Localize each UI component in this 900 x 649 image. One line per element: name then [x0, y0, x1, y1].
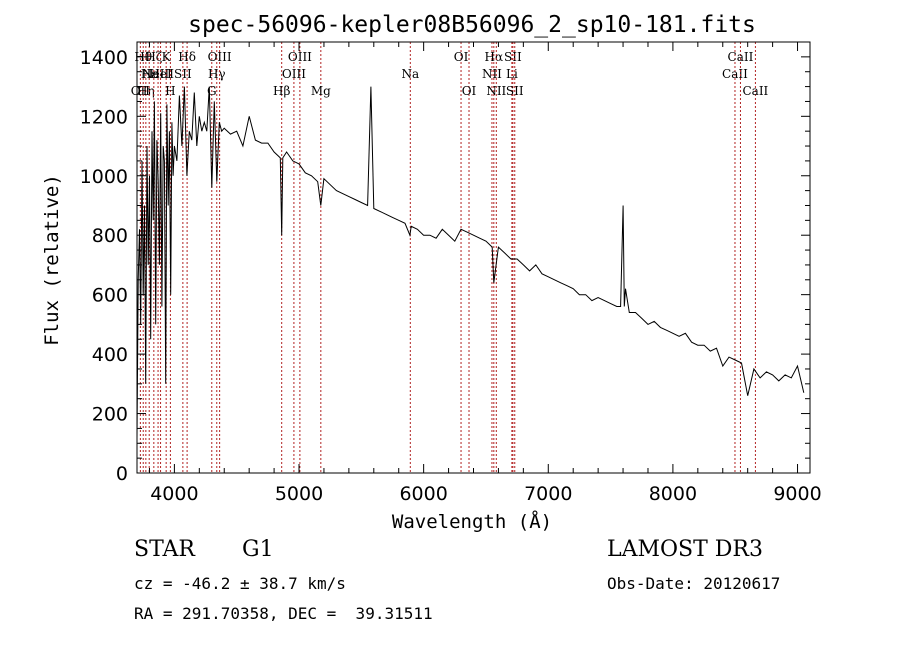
x-tick-label: 5000 [275, 483, 323, 505]
spectral-line-label: Li [506, 67, 518, 81]
spectral-line-markers: OIIHθHηHεHζNeIIIHeIKHSIIHδGHγOIIIHβOIIIO… [131, 42, 769, 473]
y-tick-label: 800 [92, 225, 128, 247]
spectral-line-label: OIII [288, 50, 312, 64]
spectral-line-label: K [162, 50, 172, 64]
y-tick-label: 600 [92, 285, 128, 307]
x-tick-label: 9000 [773, 483, 821, 505]
spectral-line-label: OI [454, 50, 469, 64]
spectral-line-label: Hβ [273, 84, 290, 98]
x-axis-label: Wavelength (Å) [392, 510, 552, 533]
y-tick-label: 200 [92, 404, 128, 426]
coordinates: RA = 291.70358, DEC = 39.31511 [134, 604, 433, 623]
x-tick-label: 6000 [399, 483, 447, 505]
y-axis: 0 200 400 600 800 1000 1200 1400 [80, 47, 810, 485]
spectral-line-label: NII [486, 84, 506, 98]
y-tick-label: 0 [116, 463, 128, 485]
x-tick-label: 8000 [649, 483, 697, 505]
spectrum-chart: spec-56096-kepler08B56096_2_sp10-181.fit… [41, 12, 822, 533]
spectral-line-label: OI [462, 84, 477, 98]
x-tick-label: 4000 [150, 483, 198, 505]
spectral-line-label: CaII [728, 50, 754, 64]
spectral-line-label: Hα [485, 50, 504, 64]
flux-series-line [136, 86, 805, 438]
observation-date: Obs-Date: 20120617 [607, 574, 781, 593]
y-axis-label: Flux (relative) [41, 174, 63, 346]
spectral-line-label: Hζ [145, 50, 162, 64]
y-tick-label: 400 [92, 344, 128, 366]
plot-frame [136, 41, 811, 474]
spectral-line-label: SII [174, 67, 192, 81]
spectral-line-label: H [165, 84, 175, 98]
spectral-line-label: Hγ [208, 67, 226, 81]
y-tick-label: 1200 [80, 106, 128, 128]
survey-name: LAMOST DR3 [607, 537, 763, 562]
spectral-line-label: Hδ [178, 50, 196, 64]
spectral-line-label: CaII [742, 84, 768, 98]
spectral-line-label: HeI [149, 67, 172, 81]
redshift-cz: cz = -46.2 ± 38.7 km/s [134, 574, 346, 593]
spectral-line-label: OIII [282, 67, 306, 81]
spectral-line-label: OIII [208, 50, 232, 64]
object-subclass: G1 [242, 537, 274, 562]
spectral-line-label: Hη [137, 84, 155, 98]
y-tick-label: 1400 [80, 47, 128, 69]
spectral-line-label: Na [401, 67, 419, 81]
spectral-line-label: CaII [722, 67, 748, 81]
spectral-line-label: SII [504, 50, 522, 64]
object-class: STAR [134, 537, 195, 562]
spectral-line-label: SII [506, 84, 524, 98]
x-axis: 4000 5000 6000 7000 8000 9000 [148, 42, 822, 505]
spectral-line-label: Mg [311, 84, 331, 98]
x-tick-label: 7000 [524, 483, 572, 505]
spectral-line-label: G [207, 84, 217, 98]
chart-title: spec-56096-kepler08B56096_2_sp10-181.fit… [188, 12, 756, 38]
spectral-line-label: NII [482, 67, 502, 81]
y-tick-label: 1000 [80, 166, 128, 188]
